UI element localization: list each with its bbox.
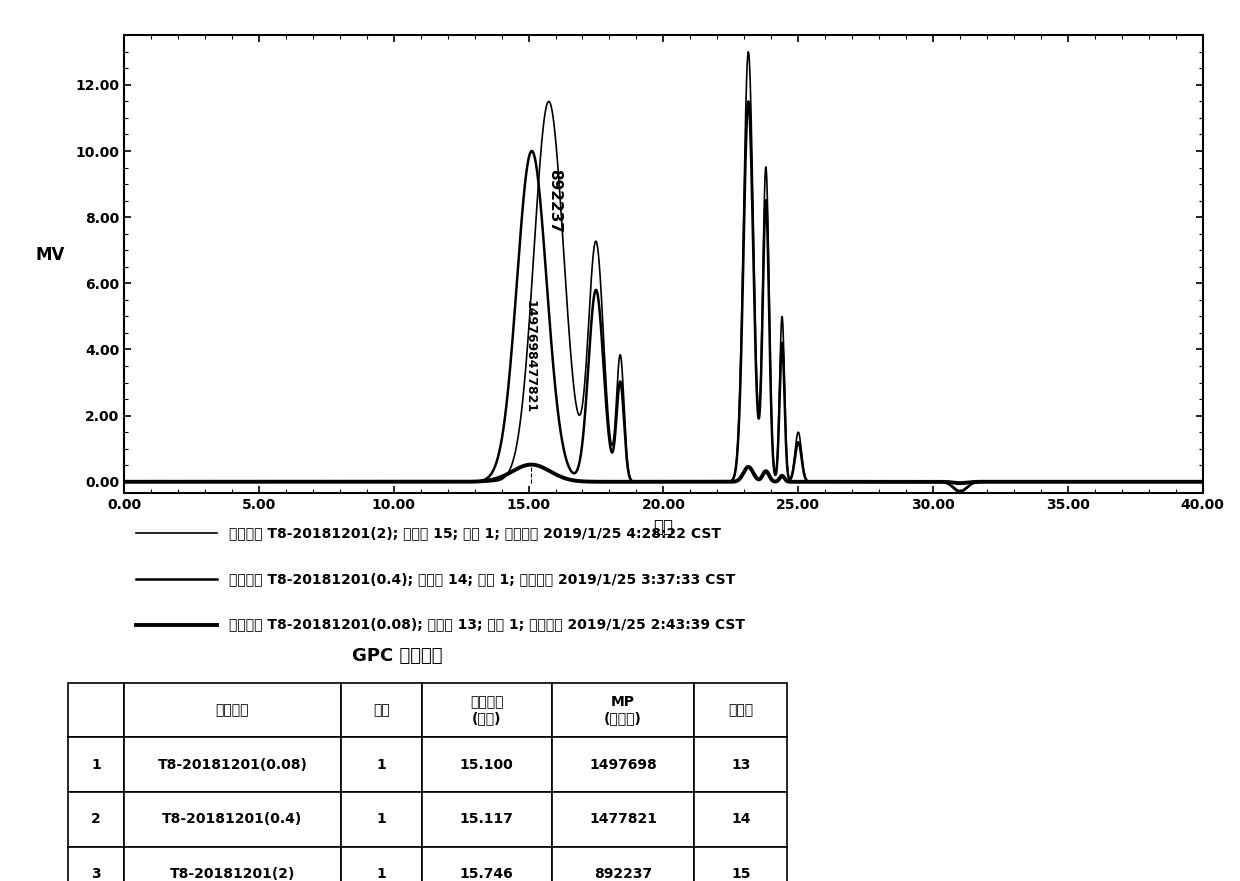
Text: 13: 13 (732, 758, 750, 772)
Text: T8-20181201(2): T8-20181201(2) (170, 867, 295, 881)
Text: 15.100: 15.100 (460, 758, 513, 772)
Text: 样品名称 T8-20181201(0.4); 样品瓶 14; 进样 1; 采集日期 2019/1/25 3:37:33 CST: 样品名称 T8-20181201(0.4); 样品瓶 14; 进样 1; 采集日… (229, 572, 735, 586)
Text: 3: 3 (92, 867, 100, 881)
Text: 样品名称: 样品名称 (216, 703, 249, 717)
Text: 1: 1 (377, 867, 386, 881)
Text: T8-20181201(0.4): T8-20181201(0.4) (162, 812, 303, 826)
Text: 样品名称 T8-20181201(2); 样品瓶 15; 进样 1; 采集日期 2019/1/25 4:28:22 CST: 样品名称 T8-20181201(2); 样品瓶 15; 进样 1; 采集日期 … (229, 526, 722, 540)
Text: 1: 1 (377, 812, 386, 826)
Text: 1497698: 1497698 (589, 758, 657, 772)
Text: 1497698477821: 1497698477821 (523, 300, 537, 412)
X-axis label: 分钟: 分钟 (653, 518, 673, 536)
Text: T8-20181201(0.08): T8-20181201(0.08) (157, 758, 308, 772)
Text: 1: 1 (377, 758, 386, 772)
Text: 15.117: 15.117 (460, 812, 513, 826)
Text: 892237: 892237 (594, 867, 652, 881)
Text: 892237: 892237 (547, 168, 562, 233)
Text: 15.746: 15.746 (460, 867, 513, 881)
Text: GPC 样品结果: GPC 样品结果 (352, 648, 441, 665)
Text: 14: 14 (732, 812, 750, 826)
Y-axis label: MV: MV (36, 247, 64, 264)
Text: 样品名称 T8-20181201(0.08); 样品瓶 13; 进样 1; 采集日期 2019/1/25 2:43:39 CST: 样品名称 T8-20181201(0.08); 样品瓶 13; 进样 1; 采集… (229, 618, 745, 632)
Text: 样品瓶: 样品瓶 (728, 703, 754, 717)
Text: 保留时间
(分钟): 保留时间 (分钟) (470, 695, 503, 725)
Text: MP
(道尔顿): MP (道尔顿) (604, 695, 642, 725)
Text: 1477821: 1477821 (589, 812, 657, 826)
Text: 15: 15 (732, 867, 750, 881)
Text: 1: 1 (92, 758, 100, 772)
Text: 进样: 进样 (373, 703, 389, 717)
Text: 2: 2 (92, 812, 100, 826)
